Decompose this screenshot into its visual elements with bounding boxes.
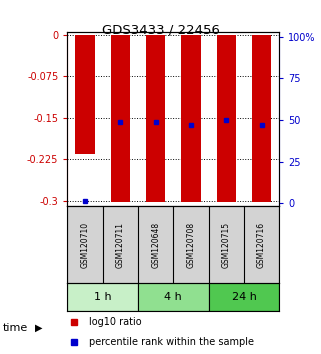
Text: GSM120711: GSM120711 — [116, 222, 125, 268]
Bar — [138, 283, 209, 311]
Text: GSM120715: GSM120715 — [222, 222, 231, 268]
Text: 24 h: 24 h — [231, 292, 256, 302]
Bar — [75, 35, 95, 154]
Bar — [252, 35, 271, 202]
Text: GSM120710: GSM120710 — [81, 222, 90, 268]
Bar — [209, 283, 279, 311]
Text: GDS3433 / 22456: GDS3433 / 22456 — [101, 23, 220, 36]
Text: GSM120716: GSM120716 — [257, 222, 266, 268]
Text: 1 h: 1 h — [94, 292, 111, 302]
Text: log10 ratio: log10 ratio — [89, 317, 141, 327]
Text: 4 h: 4 h — [164, 292, 182, 302]
Text: GSM120708: GSM120708 — [187, 222, 195, 268]
Bar — [217, 35, 236, 202]
Text: percentile rank within the sample: percentile rank within the sample — [89, 337, 254, 347]
Text: ▶: ▶ — [35, 323, 42, 333]
Bar — [67, 283, 138, 311]
Text: GSM120648: GSM120648 — [151, 222, 160, 268]
Text: time: time — [3, 323, 29, 333]
Bar — [181, 35, 201, 202]
Bar — [146, 35, 165, 202]
Bar — [111, 35, 130, 202]
